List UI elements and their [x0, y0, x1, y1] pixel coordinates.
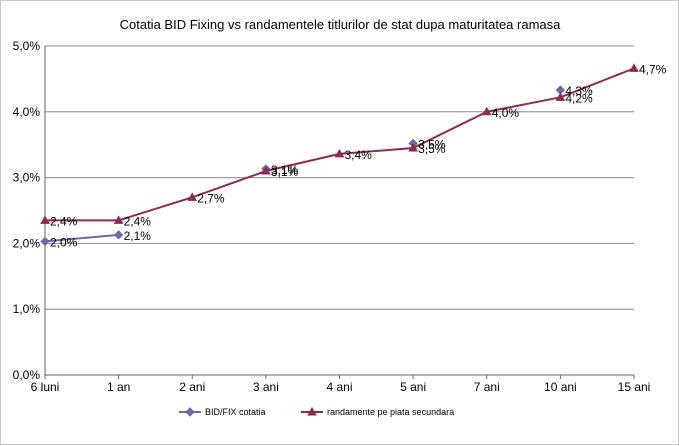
- x-tick-label: 10 ani: [544, 380, 577, 394]
- data-labels: 2,0% 2,1%3,1%3,5%4,3%2,4% 2,4%2,7%3,1%3,4%…: [50, 62, 667, 249]
- data-label: 4,3%: [565, 84, 593, 98]
- data-label: 3,1%: [271, 165, 299, 179]
- y-tick-label: 0,0%: [13, 368, 41, 382]
- data-label: 2,4%: [124, 214, 152, 228]
- y-axis-ticks: 0,0% 1,0% 2,0% 3,0% 4,0% 5,0%: [13, 39, 41, 382]
- legend-marker: [185, 407, 195, 417]
- data-label: 4,0%: [492, 106, 520, 120]
- legend-label: randamente pe piata secundara: [327, 407, 454, 417]
- y-tick-label: 4,0%: [13, 105, 41, 119]
- legend: BID/FIX cotatia randamente pe piata secun…: [179, 406, 454, 417]
- x-tick-label: 3 ani: [253, 380, 279, 394]
- legend-label: BID/FIX cotatia: [205, 407, 266, 417]
- data-label: 3,1%: [271, 163, 299, 177]
- data-point: [40, 215, 50, 224]
- x-tick-label: 1 an: [107, 380, 130, 394]
- data-label: 3,5%: [418, 137, 446, 151]
- data-label: 3,5%: [418, 142, 446, 156]
- x-tick-label: 7 ani: [474, 380, 500, 394]
- data-point: [187, 192, 198, 201]
- series-line: [44, 233, 119, 243]
- data-point: [408, 142, 418, 152]
- x-tick-label: 5 ani: [400, 380, 426, 394]
- data-point: [555, 92, 566, 101]
- data-label: 2,7%: [197, 191, 225, 205]
- y-tick-label: 1,0%: [13, 302, 41, 316]
- y-tick-label: 2,0%: [13, 236, 41, 250]
- data-point: [261, 166, 271, 175]
- y-tick-label: 3,0%: [13, 171, 41, 185]
- gridlines: [44, 45, 634, 376]
- data-point: [113, 215, 124, 224]
- data-label: 2,4%: [50, 214, 78, 228]
- chart-title: Cotatia BID Fixing vs randamentele titlu…: [120, 17, 562, 32]
- data-point: [113, 230, 124, 240]
- data-label: 2,0%: [50, 235, 78, 249]
- x-tick-label: 4 ani: [326, 380, 352, 394]
- x-tick-label: 2 ani: [179, 380, 205, 394]
- data-point: [334, 148, 345, 158]
- data-point: [481, 106, 492, 116]
- data-label: 4,7%: [639, 62, 667, 76]
- series-line: [45, 67, 635, 222]
- series-layer: [40, 63, 639, 247]
- x-tick-label: 6 luni: [31, 380, 60, 394]
- legend-marker: [307, 406, 317, 416]
- y-tick-label: 5,0%: [13, 39, 41, 53]
- data-point: [629, 63, 639, 72]
- data-label: 4,2%: [565, 91, 593, 105]
- x-tick-label: 15 ani: [618, 380, 651, 394]
- data-point: [40, 236, 50, 247]
- x-axis-ticks: 6 luni 1 an 2 ani 3 ani 4 ani 5 ani 7 ani 10 an…: [31, 375, 651, 394]
- data-label: 2,1%: [124, 229, 152, 243]
- data-label: 3,4%: [345, 148, 373, 162]
